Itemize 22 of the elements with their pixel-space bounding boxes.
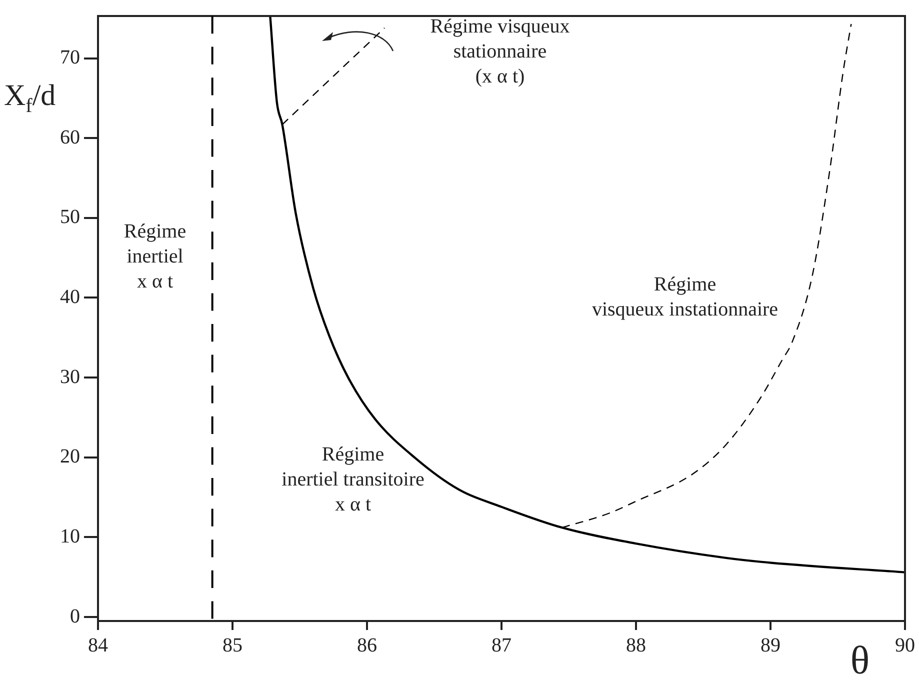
x-tick-label: 84 [88,634,108,656]
y-tick-label: 20 [60,446,80,468]
x-tick-label: 88 [626,634,646,656]
x-tick-label: 87 [492,634,512,656]
y-tick-label: 50 [60,206,80,228]
x-axis-title: θ [850,638,870,681]
annotation: Régime inertiel x α t [124,220,186,292]
y-tick-label: 30 [60,366,80,388]
x-tick-label: 90 [895,634,915,656]
annotation: Régime visqueux stationnaire (x α t) [430,15,570,88]
y-tick-label: 70 [60,46,80,69]
y-axis-title: X$_{f}$/d [4,79,56,117]
y-tick-label: 0 [70,605,80,628]
x-tick-label: 85 [222,634,242,656]
x-tick-label: 86 [357,634,377,656]
annotation: Régime visqueux instationnaire [592,273,778,320]
y-tick-label: 60 [60,126,80,148]
y-tick-label: 10 [60,525,80,548]
line-series [269,16,905,574]
x-tick-label: 89 [760,634,780,656]
y-tick-label: 40 [60,286,80,308]
annotation: Régime inertiel transitoire x α t [282,443,424,516]
